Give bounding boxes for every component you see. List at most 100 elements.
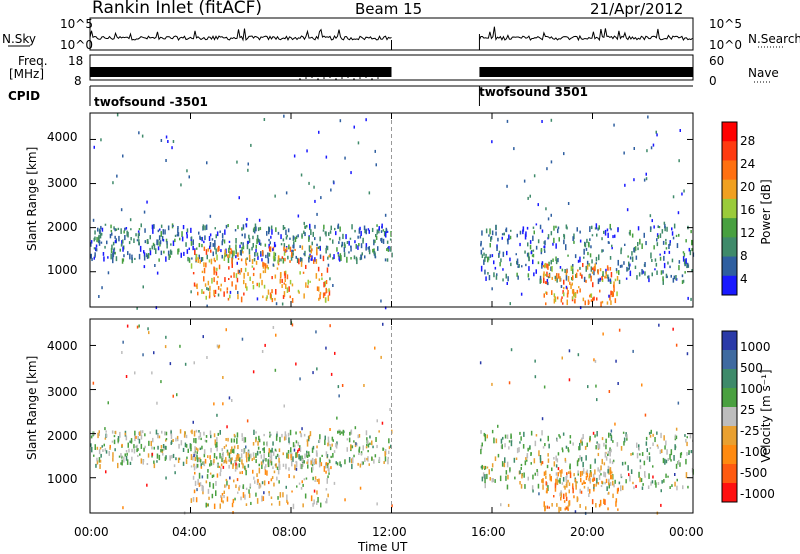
velocity-scatter-cell [358, 446, 361, 450]
power-scatter-cell [332, 257, 334, 260]
velocity-scatter-cell [564, 507, 566, 511]
velocity-scatter-cell [656, 444, 659, 447]
velocity-scatter-cell [556, 503, 558, 507]
velocity-scatter-cell [312, 466, 314, 471]
power-scatter-cell [322, 229, 325, 232]
power-scatter-cell [560, 298, 563, 303]
power-scatter-cell [584, 242, 587, 248]
power-scatter-cell [631, 256, 634, 262]
power-scatter-cell [505, 273, 507, 279]
velocity-scatter-cell [555, 472, 558, 476]
velocity-scatter-cell [307, 459, 309, 464]
velocity-scatter-cell [230, 438, 233, 443]
power-colorbar-cell [722, 179, 737, 200]
power-scatter-cell [245, 223, 248, 228]
velocity-scatter-cell [579, 455, 581, 460]
velocity-scatter-cell [577, 473, 579, 476]
power-scatter-cell [683, 189, 685, 193]
velocity-scatter-cell [483, 432, 486, 436]
velocity-scatter-cell [374, 454, 377, 458]
power-scatter-cell [637, 226, 640, 231]
power-scatter-cell [268, 227, 271, 233]
power-scatter-cell [623, 151, 625, 155]
power-scatter-cell [317, 246, 320, 250]
velocity-scatter-cell [329, 324, 331, 328]
velocity-scatter-cell [576, 496, 579, 503]
power-scatter-cell [176, 233, 179, 237]
power-cb-tick-28: 28 [740, 134, 756, 148]
power-scatter-cell [165, 256, 167, 262]
power-scatter-cell [500, 258, 502, 263]
power-scatter-cell [237, 225, 239, 230]
power-scatter-cell [93, 247, 96, 250]
power-scatter-cell [166, 243, 168, 249]
velocity-scatter-cell [242, 484, 245, 490]
velocity-scatter-cell [684, 434, 686, 437]
power-scatter-cell [337, 252, 339, 255]
power-scatter-cell [286, 274, 289, 280]
power-scatter-cell [320, 196, 322, 200]
power-scatter-cell [290, 255, 293, 261]
power-scatter-cell [566, 269, 568, 274]
velocity-scatter-cell [175, 437, 177, 442]
cpid-segment-1: twofsound -3501 [94, 95, 208, 109]
freq-band-1 [90, 67, 392, 77]
power-scatter-cell [257, 227, 260, 232]
power-scatter-cell [611, 244, 613, 247]
velocity-scatter-cell [621, 461, 624, 466]
power-scatter-cell [228, 278, 230, 281]
velocity-scatter-cell [551, 467, 553, 472]
velocity-scatter-cell [153, 351, 155, 355]
power-scatter-cell [308, 236, 310, 242]
power-scatter-cell [328, 232, 330, 236]
velocity-scatter-cell [268, 448, 270, 454]
power-scatter-cell [669, 265, 671, 269]
velocity-scatter-cell [484, 437, 487, 442]
power-scatter-cell [574, 293, 576, 298]
power-scatter-cell [106, 240, 108, 245]
power-scatter-cell [652, 143, 655, 147]
velocity-scatter-cell [557, 452, 560, 456]
velocity-scatter-cell [270, 496, 273, 500]
power-scatter-cell [94, 236, 96, 241]
power-scatter-cell [147, 253, 150, 259]
power-scatter-cell [384, 258, 387, 262]
power-scatter-cell [590, 266, 593, 272]
power-scatter-cell [196, 283, 198, 290]
velocity-scatter-cell [164, 345, 167, 349]
power-scatter-cell [681, 274, 684, 278]
velocity-scatter-cell [309, 431, 312, 437]
velocity-scatter-cell [316, 490, 318, 495]
power-scatter-cell [533, 174, 536, 178]
power-scatter-cell [269, 292, 272, 299]
velocity-scatter-cell [248, 454, 251, 460]
power-scatter-cell [610, 228, 612, 231]
power-scatter-cell [334, 227, 336, 231]
xtick-2400: 00:00 [669, 525, 704, 539]
velocity-scatter-cell [301, 458, 304, 463]
velocity-scatter-cell [172, 394, 174, 398]
velocity-scatter-cell [376, 444, 378, 449]
velocity-scatter-cell [381, 421, 384, 425]
power-scatter-cell [537, 239, 540, 244]
power-scatter-cell [321, 277, 323, 281]
velocity-scatter-cell [378, 456, 381, 463]
velocity-scatter-cell [157, 433, 159, 439]
power-scatter-cell [380, 230, 383, 233]
velocity-scatter-cell [236, 454, 238, 459]
noise-sky-label: N.Sky [2, 32, 37, 46]
power-scatter-cell [200, 257, 203, 262]
power-scatter-cell [168, 254, 170, 260]
power-scatter-cell [547, 234, 550, 239]
power-scatter-cell [553, 293, 556, 298]
power-scatter-cell [277, 256, 280, 263]
velocity-scatter-cell [357, 462, 359, 466]
velocity-scatter-cell [500, 445, 503, 449]
velocity-scatter-cell [315, 330, 317, 334]
velocity-scatter-cell [229, 459, 231, 462]
velocity-scatter-cell [560, 496, 562, 501]
power-scatter-cell [498, 250, 501, 254]
velocity-scatter-cell [555, 455, 557, 461]
power-scatter-cell [550, 231, 553, 236]
power-scatter-cell [614, 234, 616, 238]
